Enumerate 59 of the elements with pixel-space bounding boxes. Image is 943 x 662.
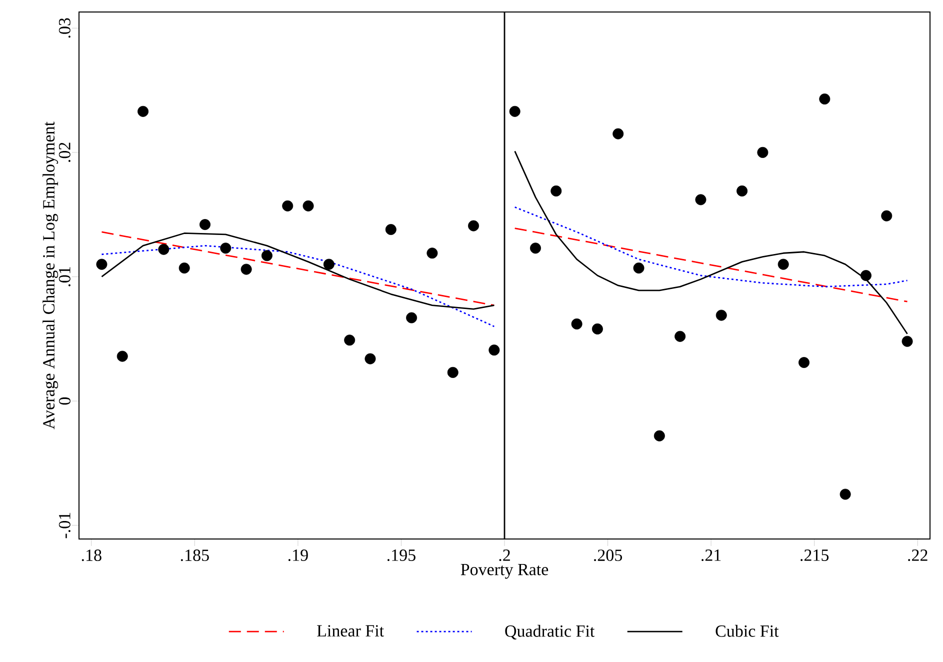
point — [860, 270, 872, 281]
point — [819, 94, 830, 105]
point — [716, 310, 727, 321]
x-tick-label: .195 — [387, 550, 416, 562]
point — [509, 106, 520, 117]
x-tick-label: .215 — [800, 550, 829, 562]
x-tick-label: .205 — [594, 550, 622, 562]
point — [406, 312, 418, 324]
point — [116, 350, 128, 362]
point — [695, 194, 706, 206]
point — [840, 488, 851, 500]
point — [220, 242, 232, 254]
y-tick-label: .01 — [58, 267, 70, 286]
legend-label: Cubic Fit — [716, 624, 779, 637]
y-axis-title: Average Annual Change in Log Employment — [42, 122, 58, 430]
x-tick-label: .19 — [288, 550, 308, 562]
point — [240, 264, 252, 275]
point — [612, 128, 624, 140]
y-tick-label: -.01 — [58, 512, 70, 538]
x-tick-label: .2 — [499, 550, 510, 562]
point — [654, 430, 665, 442]
y-tick-label: 0 — [58, 397, 70, 405]
point — [364, 353, 376, 364]
point — [158, 244, 170, 255]
point — [757, 146, 768, 158]
point — [178, 262, 190, 274]
legend-label: Quadratic Fit — [505, 624, 595, 640]
point — [633, 262, 644, 274]
legend-label: Linear Fit — [317, 625, 384, 637]
point — [592, 323, 603, 334]
point — [323, 258, 334, 270]
x-tick-label: .21 — [702, 550, 721, 562]
point — [200, 219, 210, 230]
x-axis-title: Poverty Rate — [460, 564, 548, 579]
point — [344, 334, 356, 346]
point — [550, 185, 562, 196]
point — [302, 200, 314, 212]
point — [571, 318, 582, 330]
point — [798, 357, 810, 368]
point — [426, 248, 438, 259]
point — [530, 242, 541, 254]
y-tick-label: .02 — [58, 142, 70, 162]
point — [674, 330, 686, 342]
x-tick-label: .18 — [82, 550, 102, 562]
point — [96, 258, 108, 270]
point — [468, 220, 480, 232]
point — [736, 185, 748, 196]
point — [488, 344, 500, 356]
point — [282, 200, 294, 212]
y-tick-label: .03 — [58, 18, 70, 38]
x-tick-label: .185 — [180, 550, 209, 562]
point — [261, 250, 272, 262]
point — [385, 224, 396, 236]
point — [881, 210, 892, 222]
point — [138, 106, 149, 117]
point — [778, 258, 789, 270]
point — [447, 366, 458, 378]
x-tick-label: .22 — [908, 550, 928, 562]
point — [902, 336, 913, 347]
